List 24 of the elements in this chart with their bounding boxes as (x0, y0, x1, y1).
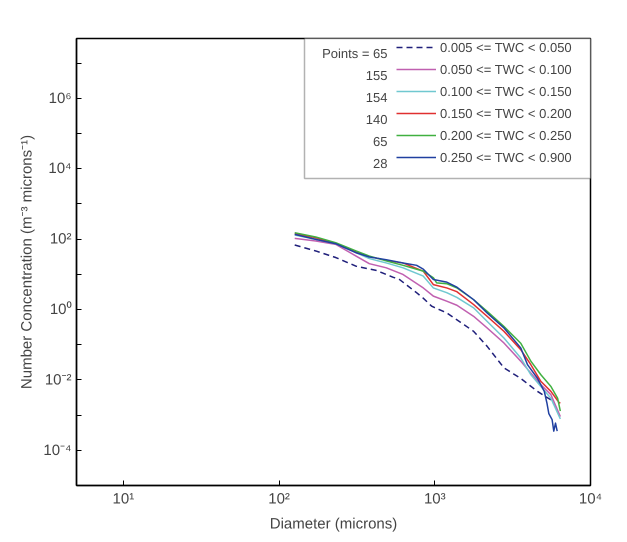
legend-label: 0.150 <= TWC < 0.200 (440, 104, 573, 122)
legend-label: 0.250 <= TWC < 0.900 (440, 148, 573, 166)
annotation: 155 (366, 68, 388, 83)
y-tick-label: 10⁰ (50, 301, 72, 318)
x-tick-label: 10¹ (112, 490, 134, 508)
annotation: 154 (366, 90, 388, 105)
y-tick-label: 10⁻² (44, 371, 72, 388)
y-axis-title: Number Concentration (m⁻³ microns⁻¹) (18, 134, 36, 390)
annotation: 28 (373, 156, 388, 171)
legend-label: 0.005 <= TWC < 0.050 (440, 38, 573, 56)
annotation: 65 (373, 134, 388, 149)
x-tick-label: 10⁴ (578, 490, 602, 508)
legend-label: 0.050 <= TWC < 0.100 (440, 60, 573, 78)
y-tick-label: 10² (50, 230, 72, 248)
annotation: 140 (366, 112, 388, 127)
x-tick-label: 10³ (424, 490, 446, 508)
y-tick-label: 10⁶ (48, 90, 72, 107)
legend-label: 0.200 <= TWC < 0.250 (440, 126, 573, 144)
annotation: Points = 65 (322, 46, 388, 61)
y-tick-label: 10⁻⁴ (43, 442, 72, 459)
x-tick-label: 10² (268, 490, 290, 508)
legend-label: 0.100 <= TWC < 0.150 (440, 82, 573, 100)
y-tick-label: 10⁴ (48, 160, 72, 178)
x-axis-title: Diameter (microns) (270, 516, 398, 532)
